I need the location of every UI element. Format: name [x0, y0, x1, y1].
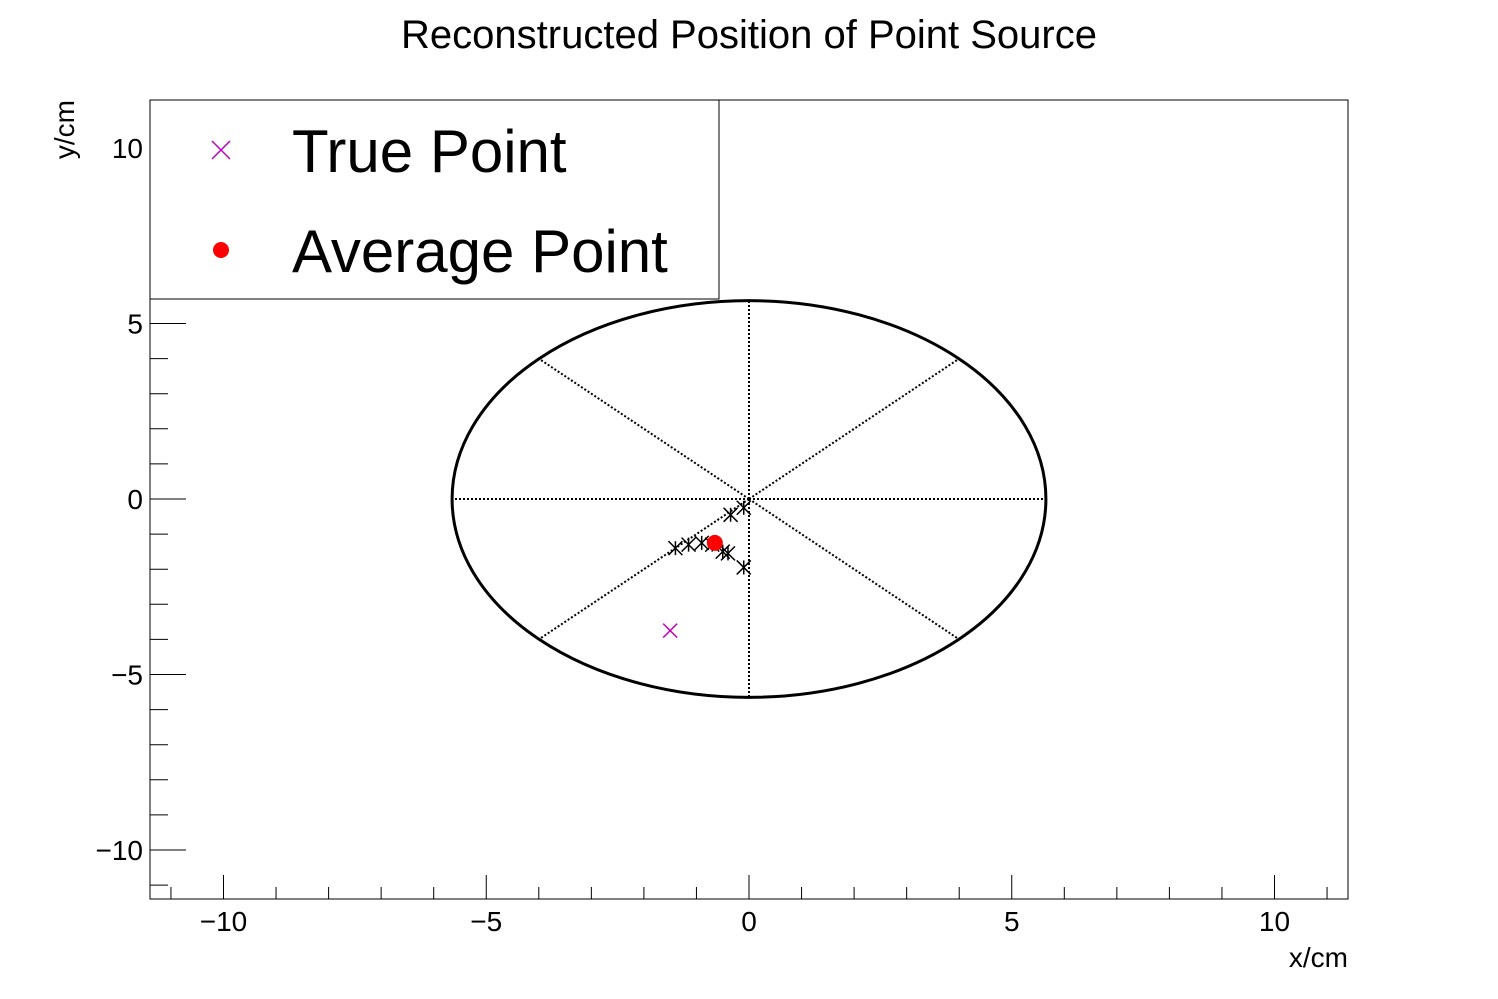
x-tick-label: 10 [1259, 906, 1290, 937]
marker-stroke [720, 545, 736, 561]
event-point-marker [723, 507, 739, 523]
chart-title: Reconstructed Position of Point Source [401, 13, 1097, 57]
y-tick-label: 5 [127, 309, 143, 340]
y-tick-label: 10 [112, 133, 143, 164]
marker-stroke [736, 559, 752, 575]
x-tick-label: −5 [470, 906, 502, 937]
detector-spoke [748, 498, 960, 641]
event-point-marker [736, 559, 752, 575]
legend-marker [213, 242, 229, 258]
average-point-marker [706, 534, 723, 551]
series-x [662, 623, 678, 639]
event-point-marker [681, 537, 697, 553]
true-point-marker [662, 623, 678, 639]
event-point-marker [720, 545, 736, 561]
x-tick-label: −10 [200, 906, 248, 937]
marker-stroke [681, 537, 697, 553]
x-axis-label: x/cm [1289, 942, 1348, 973]
y-tick-label: 0 [127, 484, 143, 515]
y-axis-label: y/cm [49, 100, 80, 159]
event-point-marker [667, 540, 683, 556]
marker-stroke [667, 540, 683, 556]
legend-box [149, 99, 720, 300]
y-axis-ticks: −10 −5 0 5 10 [96, 112, 186, 886]
detector-geometry [450, 299, 1048, 699]
event-point-marker [736, 500, 752, 516]
marker-stroke [723, 507, 739, 523]
marker-stroke [736, 500, 752, 516]
x-tick-label: 0 [741, 906, 757, 937]
legend-label: True Point [292, 118, 567, 185]
detector-spoke [538, 357, 750, 500]
marker-stroke [662, 623, 678, 639]
x-tick-label: 5 [1004, 906, 1020, 937]
y-tick-label: −10 [96, 835, 144, 866]
legend: True Point Average Point [149, 99, 720, 300]
detector-boundary [450, 299, 1048, 699]
series-filled-circle [706, 534, 723, 551]
marker-stroke [211, 140, 231, 160]
detector-spoke [748, 357, 960, 500]
legend-label: Average Point [292, 218, 668, 285]
detector-spoke [538, 498, 750, 641]
plot-area: −10 −5 0 5 10 −10 −5 0 5 10 True Point Average Poin… [96, 99, 1349, 937]
x-axis-ticks: −10 −5 0 5 10 [170, 875, 1328, 937]
legend-marker [211, 140, 231, 160]
y-tick-label: −5 [111, 660, 143, 691]
